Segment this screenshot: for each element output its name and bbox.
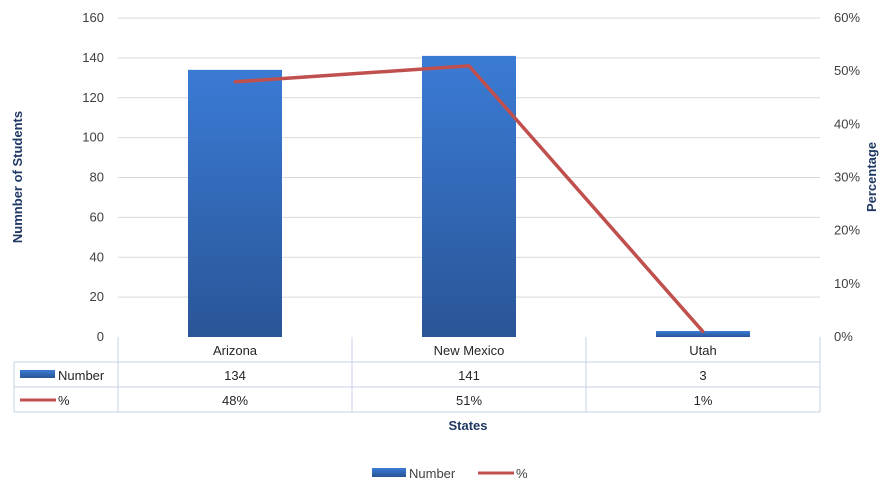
line-series xyxy=(233,64,705,334)
y2-tick-label: 30% xyxy=(834,170,860,185)
right-axis-ticks: 0% 10% 20% 30% 40% 50% 60% xyxy=(834,10,860,344)
category-label: New Mexico xyxy=(434,343,505,358)
table-row-label: Number xyxy=(58,368,105,383)
percent-point xyxy=(701,330,705,334)
y2-tick-label: 50% xyxy=(834,63,860,78)
legend-number-swatch xyxy=(372,468,406,477)
table-cell: 134 xyxy=(224,368,246,383)
percent-point xyxy=(467,64,471,68)
x-axis-title: States xyxy=(448,418,487,433)
y2-tick-label: 20% xyxy=(834,223,860,238)
y2-axis-title: Percentage xyxy=(864,142,879,212)
bar-new-mexico xyxy=(422,55,516,337)
y-tick-label: 100 xyxy=(82,130,104,145)
y-tick-label: 60 xyxy=(90,209,104,224)
y-tick-label: 0 xyxy=(97,329,104,344)
bar-utah xyxy=(656,331,750,337)
y-tick-label: 80 xyxy=(90,170,104,185)
legend-percent-label: % xyxy=(516,466,528,480)
legend: Number % xyxy=(372,466,528,480)
y2-tick-label: 0% xyxy=(834,329,853,344)
y-tick-label: 40 xyxy=(90,249,104,264)
left-axis-ticks: 0 20 40 60 80 100 120 140 160 xyxy=(82,10,104,344)
y-tick-label: 20 xyxy=(90,289,104,304)
table-number-swatch xyxy=(20,370,55,378)
y2-tick-label: 40% xyxy=(834,116,860,131)
table-cell: 3 xyxy=(699,368,706,383)
y-tick-label: 160 xyxy=(82,10,104,25)
y-axis-title: Numnber of Students xyxy=(10,111,25,243)
legend-number-label: Number xyxy=(409,466,456,480)
category-label: Utah xyxy=(689,343,716,358)
table-cell: 1% xyxy=(694,393,713,408)
data-table: Arizona New Mexico Utah Number 134 141 3% 48% 51… xyxy=(13,337,821,413)
percent-point xyxy=(233,80,237,84)
y-tick-label: 120 xyxy=(82,90,104,105)
table-row-label: % xyxy=(58,393,70,408)
table-cell: 48% xyxy=(222,393,248,408)
table-cell: 51% xyxy=(456,393,482,408)
category-label: Arizona xyxy=(213,343,258,358)
y2-tick-label: 10% xyxy=(834,276,860,291)
y2-tick-label: 60% xyxy=(834,10,860,25)
table-cell: 141 xyxy=(458,368,480,383)
y-tick-label: 140 xyxy=(82,50,104,65)
bar-arizona xyxy=(188,69,282,338)
